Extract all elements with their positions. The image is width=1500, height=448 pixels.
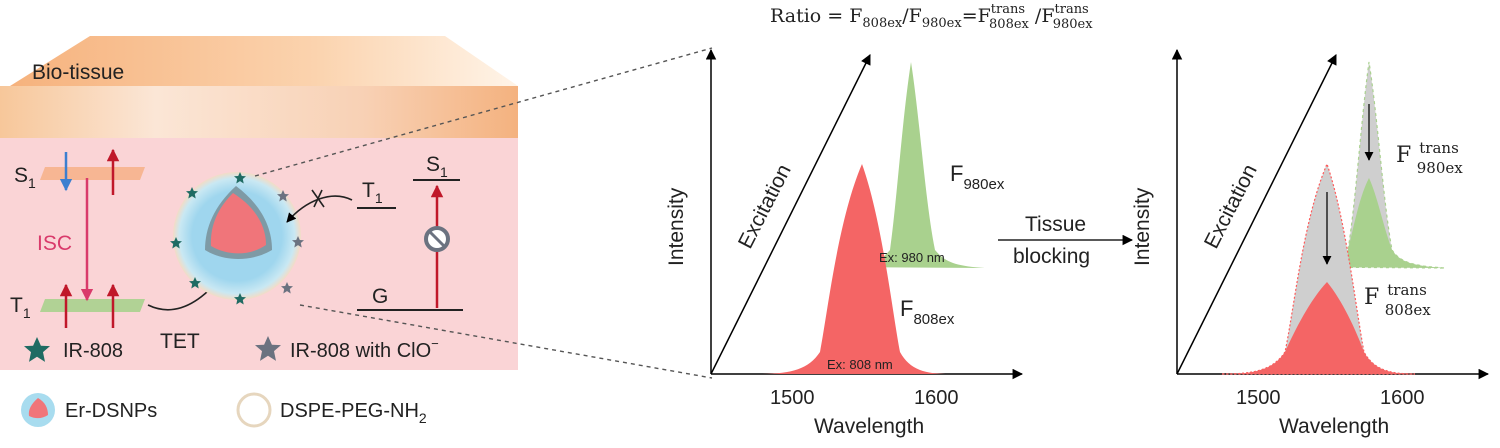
- er-dsnps-label: Er-DSNPs: [65, 400, 157, 422]
- tissue-top-face: [10, 36, 518, 86]
- excitation-axis: [710, 54, 871, 375]
- x-tick-1500: 1500: [770, 387, 815, 409]
- peak-f808-trans-area: [1222, 282, 1415, 374]
- ex808-label: Ex: 808 nm: [827, 357, 893, 372]
- t1-label: T1: [10, 294, 31, 321]
- s1-label: S1: [14, 164, 36, 191]
- x-tick-1600: 1600: [1380, 387, 1425, 409]
- star-icon: [234, 172, 246, 184]
- peak-f980-area: [840, 62, 985, 268]
- legend-bottom: Er-DSNPs DSPE-PEG-NH2: [21, 392, 427, 428]
- t1-label-right: T1: [362, 179, 383, 206]
- blocked-cross-icon: [311, 189, 325, 208]
- star-icon: [281, 282, 293, 294]
- x-axis-label: Wavelength: [1279, 415, 1389, 438]
- peak-f980-trans-area: [1300, 178, 1445, 268]
- t1-level-plane: [40, 299, 145, 312]
- ir808-clo-label: IR-808 with ClO−: [290, 336, 439, 362]
- x-tick-1500: 1500: [1236, 387, 1281, 409]
- prohibit-slash: [428, 230, 446, 248]
- tissue-label: Bio-tissue: [32, 61, 124, 84]
- np-core: [210, 193, 266, 254]
- g-label: G: [372, 285, 388, 308]
- excitation-label: Excitation: [1200, 161, 1262, 253]
- tissue-blocking-line2: blocking: [1013, 245, 1090, 268]
- zoom-line-bottom: [299, 304, 713, 379]
- star-icon: [234, 293, 246, 305]
- star-icon: [170, 237, 182, 249]
- jablonski-left: S1 T1 ISC TET: [10, 148, 223, 353]
- chart-left: Excitation Intensity F980ex F808ex Ex: 9…: [665, 48, 1024, 438]
- peak-f808-gray: [1221, 162, 1416, 375]
- zoom-line-top: [254, 47, 713, 177]
- y-axis-label: Intensity: [665, 187, 688, 266]
- tet-label: TET: [160, 330, 200, 353]
- jablonski-right: T1 S1 G: [357, 153, 463, 311]
- nanoparticle: [170, 172, 353, 305]
- f808-label: F808ex: [900, 296, 955, 328]
- ratio-equation: Ratio = F808ex/F980ex=Ftrans 808ex /Ftran…: [770, 2, 1093, 32]
- x-tick-1600: 1600: [914, 387, 959, 409]
- f980-label: F980ex: [950, 161, 1005, 193]
- s1-label-right: S1: [426, 153, 448, 180]
- gray-star-icon: [255, 336, 281, 361]
- star-icon: [292, 236, 304, 248]
- x-axis-label: Wavelength: [814, 415, 924, 438]
- er-dsnps-core-icon: [28, 398, 48, 419]
- s1-level-plane: [40, 167, 145, 180]
- excitation-label: Excitation: [734, 161, 796, 253]
- y-axis-label: Intensity: [1131, 187, 1154, 266]
- star-icon: [189, 277, 201, 289]
- tissue-blocking-line1: Tissue: [1025, 213, 1086, 236]
- teal-stars: [170, 172, 246, 305]
- legend-stars: IR-808 IR-808 with ClO−: [24, 336, 439, 362]
- dspe-label: DSPE-PEG-NH2: [280, 400, 427, 426]
- ir808-label: IR-808: [63, 340, 123, 362]
- gray-stars: [277, 190, 304, 294]
- dspe-icon: [236, 392, 272, 428]
- peak-f808-area: [757, 164, 950, 374]
- isc-label: ISC: [37, 232, 72, 255]
- teal-star-icon: [24, 337, 50, 362]
- peak-f980-gray: [1299, 61, 1446, 269]
- star-icon: [186, 187, 198, 199]
- excitation-axis: [1176, 54, 1337, 375]
- ex980-label: Ex: 980 nm: [879, 250, 945, 265]
- tissue-band: [0, 86, 518, 138]
- star-icon: [277, 190, 289, 202]
- tissue-blocking: Tissue blocking: [998, 213, 1134, 268]
